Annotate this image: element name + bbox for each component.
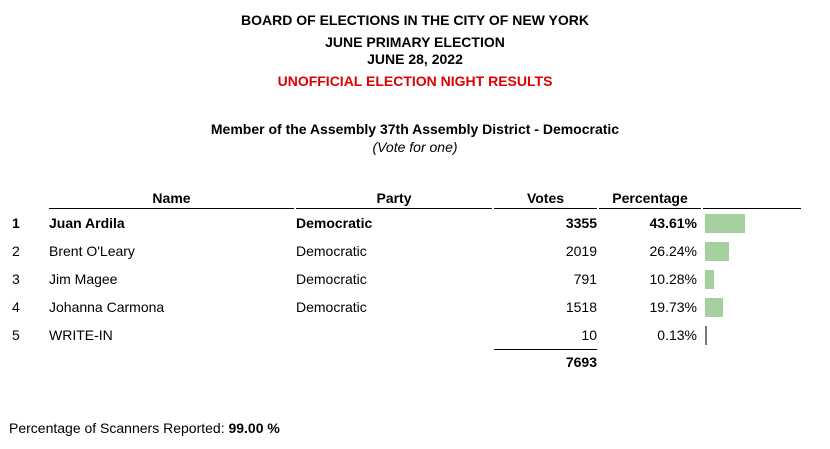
election-date: JUNE 28, 2022 bbox=[367, 51, 463, 67]
total-votes: 7693 bbox=[494, 349, 597, 374]
rank-cell: 2 bbox=[12, 243, 20, 259]
votes-cell: 3355 bbox=[565, 215, 597, 231]
percentage-cell: 26.24% bbox=[649, 243, 697, 259]
percentage-bar bbox=[705, 325, 707, 345]
percentage-bar bbox=[705, 241, 730, 261]
scanners-value: 99.00 % bbox=[228, 420, 280, 436]
party-cell: Democratic bbox=[296, 299, 367, 315]
votes-cell: 2019 bbox=[565, 243, 597, 259]
candidate-row: 1 Juan Ardila Democratic 3355 43.61% bbox=[10, 209, 801, 237]
election-name: JUNE PRIMARY ELECTION bbox=[325, 34, 505, 50]
board-title: BOARD OF ELECTIONS IN THE CITY OF NEW YO… bbox=[241, 12, 589, 28]
candidate-row: 3 Jim Magee Democratic 791 10.28% bbox=[10, 265, 801, 293]
percentage-bar bbox=[705, 297, 724, 317]
percentage-cell: 19.73% bbox=[649, 299, 697, 315]
rank-cell: 5 bbox=[12, 327, 20, 343]
results-table: Name Party Votes Percentage 1 Juan Ardila… bbox=[8, 187, 803, 374]
votes-cell: 10 bbox=[581, 327, 597, 343]
rank-cell: 4 bbox=[12, 299, 20, 315]
candidate-name: Juan Ardila bbox=[49, 215, 125, 231]
candidate-row: 2 Brent O'Leary Democratic 2019 26.24% bbox=[10, 237, 801, 265]
percentage-cell: 43.61% bbox=[649, 215, 697, 231]
candidate-name: WRITE-IN bbox=[49, 327, 113, 343]
col-bar bbox=[703, 187, 801, 209]
candidate-row: 5 WRITE-IN 10 0.13% bbox=[10, 321, 801, 349]
scanners-label: Percentage of Scanners Reported: bbox=[9, 420, 229, 436]
party-cell bbox=[296, 321, 492, 349]
candidate-name: Jim Magee bbox=[49, 271, 118, 287]
percentage-bar bbox=[705, 269, 715, 289]
race-title: Member of the Assembly 37th Assembly Dis… bbox=[210, 121, 620, 137]
candidate-name: Johanna Carmona bbox=[49, 299, 165, 315]
party-cell: Democratic bbox=[296, 243, 367, 259]
rank-cell: 1 bbox=[12, 215, 20, 231]
col-name: Name bbox=[49, 187, 294, 209]
unofficial-notice: UNOFFICIAL ELECTION NIGHT RESULTS bbox=[277, 73, 553, 89]
candidate-row: 4 Johanna Carmona Democratic 1518 19.73% bbox=[10, 293, 801, 321]
percentage-bar bbox=[705, 213, 746, 233]
percentage-cell: 10.28% bbox=[649, 271, 697, 287]
candidate-name: Brent O'Leary bbox=[49, 243, 135, 259]
col-percentage: Percentage bbox=[599, 187, 701, 209]
scanners-reported: Percentage of Scanners Reported: 99.00 % bbox=[9, 420, 280, 436]
race-subtitle: (Vote for one) bbox=[372, 139, 458, 155]
percentage-cell: 0.13% bbox=[657, 327, 697, 343]
col-party: Party bbox=[296, 187, 492, 209]
col-votes: Votes bbox=[494, 187, 597, 209]
party-cell: Democratic bbox=[296, 271, 367, 287]
votes-cell: 1518 bbox=[565, 299, 597, 315]
rank-cell: 3 bbox=[12, 271, 20, 287]
votes-cell: 791 bbox=[573, 271, 597, 287]
party-cell: Democratic bbox=[296, 215, 373, 231]
